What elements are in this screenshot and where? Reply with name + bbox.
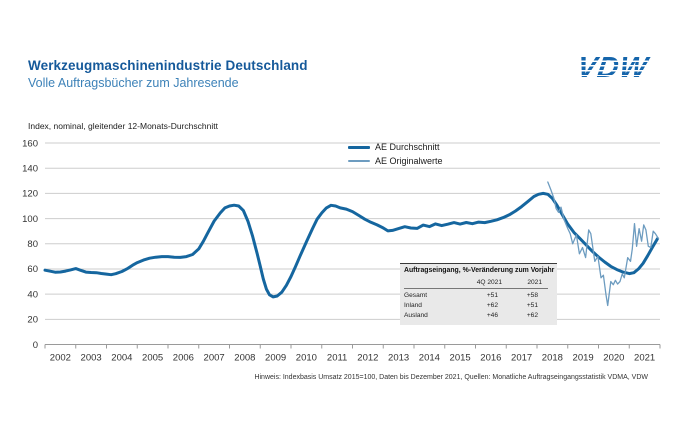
svg-text:2021: 2021 (634, 353, 655, 364)
svg-text:2019: 2019 (573, 353, 594, 364)
svg-text:2018: 2018 (542, 353, 563, 364)
svg-text:2007: 2007 (204, 353, 225, 364)
inset-table-title: Auftragseingang, %-Veränderung zum Vorja… (404, 267, 555, 274)
inset-col-year: 2021 (508, 278, 548, 289)
svg-text:0: 0 (33, 340, 38, 351)
svg-text:2008: 2008 (234, 353, 255, 364)
svg-text:2009: 2009 (265, 353, 286, 364)
page-title: Werkzeugmaschinenindustrie Deutschland (28, 58, 308, 73)
legend-item-durchschnitt: AE Durchschnitt (348, 142, 443, 152)
inset-cell-value: +62 (486, 302, 498, 309)
svg-text:2011: 2011 (327, 353, 347, 364)
svg-text:40: 40 (27, 289, 38, 300)
inset-row-label: Ausland (404, 312, 428, 319)
svg-text:2003: 2003 (81, 353, 102, 364)
svg-text:2006: 2006 (173, 353, 194, 364)
inset-cell-value: +46 (486, 312, 498, 319)
svg-text:2016: 2016 (480, 353, 501, 364)
inset-col-spacer (404, 278, 450, 289)
svg-text:100: 100 (22, 214, 38, 225)
svg-text:80: 80 (27, 239, 38, 250)
chart-axis-title: Index, nominal, gleitender 12-Monats-Dur… (28, 121, 218, 131)
legend-label: AE Originalwerte (375, 156, 443, 166)
legend-thick-line-swatch (348, 145, 370, 149)
svg-text:60: 60 (27, 264, 38, 275)
inset-col-q4: 4Q 2021 (450, 278, 508, 289)
svg-text:2017: 2017 (511, 353, 532, 364)
chart-legend: AE Durchschnitt AE Originalwerte (348, 142, 443, 170)
inset-cell-value: +58 (526, 292, 538, 299)
source-footnote: Hinweis: Indexbasis Umsatz 2015=100, Dat… (254, 374, 648, 381)
svg-text:2013: 2013 (388, 353, 409, 364)
svg-text:2014: 2014 (419, 353, 440, 364)
svg-text:2005: 2005 (142, 353, 163, 364)
legend-label: AE Durchschnitt (375, 142, 440, 152)
inset-cell-value: +62 (526, 312, 538, 319)
inset-cell-value: +51 (486, 292, 498, 299)
inset-table-grid: 4Q 2021 2021 Gesamt +51 +58 Inland +62 +… (404, 278, 551, 320)
svg-text:120: 120 (22, 189, 38, 200)
inset-table: Auftragseingang, %-Veränderung zum Vorja… (400, 263, 557, 325)
legend-thin-line-swatch (348, 160, 370, 162)
svg-text:160: 160 (22, 138, 38, 149)
svg-text:2004: 2004 (111, 353, 132, 364)
svg-text:2012: 2012 (357, 353, 378, 364)
svg-text:2010: 2010 (296, 353, 317, 364)
page-subtitle: Volle Auftragsbücher zum Jahresende (28, 76, 239, 90)
svg-text:140: 140 (22, 163, 38, 174)
svg-text:2020: 2020 (603, 353, 624, 364)
inset-cell-value: +51 (526, 302, 538, 309)
svg-text:2015: 2015 (450, 353, 471, 364)
inset-row-label: Inland (404, 302, 422, 309)
inset-row-label: Gesamt (404, 292, 428, 299)
svg-text:20: 20 (27, 315, 38, 326)
legend-item-originalwerte: AE Originalwerte (348, 156, 443, 166)
svg-text:2002: 2002 (50, 353, 71, 364)
